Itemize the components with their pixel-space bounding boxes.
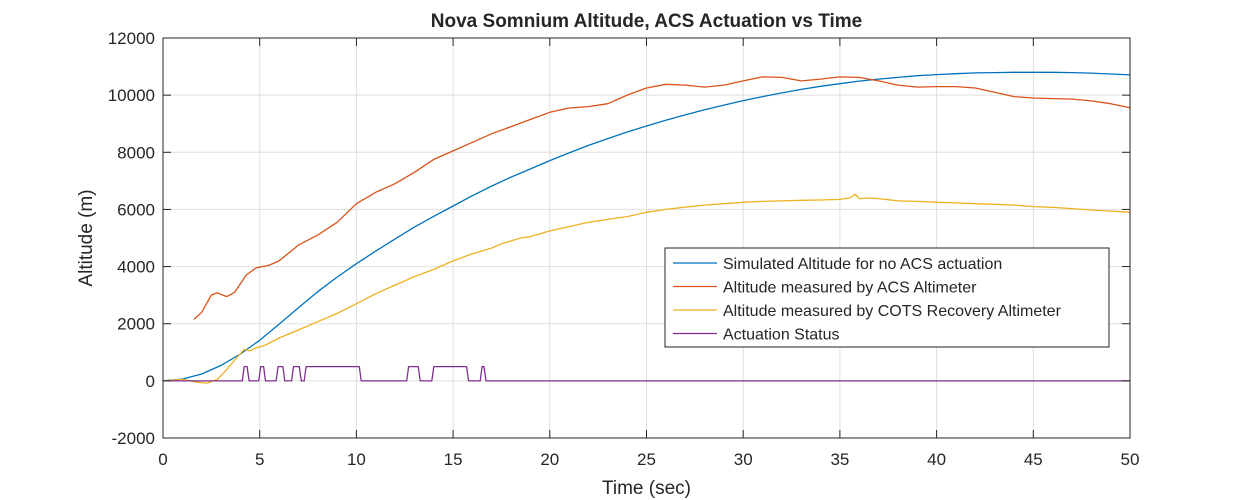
chart-title: Nova Somnium Altitude, ACS Actuation vs … (431, 11, 862, 32)
x-tick-label: 35 (830, 450, 849, 469)
legend-label: Altitude measured by ACS Altimeter (723, 280, 977, 297)
x-tick-label: 50 (1121, 450, 1140, 469)
series-lines (162, 71, 1131, 384)
legend: Simulated Altitude for no ACS actuation A… (664, 247, 1110, 348)
y-tick-label: 12000 (108, 29, 155, 48)
x-tick-label: 10 (347, 450, 366, 469)
y-tick-label: 6000 (117, 200, 155, 219)
x-tick-label: 25 (637, 450, 656, 469)
series-line-1 (162, 71, 1131, 382)
legend-box (664, 247, 1110, 348)
series-line-3 (162, 193, 1131, 384)
y-axis-title: Altitude (m) (76, 189, 97, 286)
series-line-2 (193, 76, 1131, 320)
x-tick-label: 0 (158, 450, 167, 469)
axis-ticks: 0 5 10 15 20 25 30 35 40 45 50-2000020004000600080… (108, 29, 1140, 469)
y-tick-label: 2000 (117, 315, 155, 334)
y-tick-label: 8000 (117, 143, 155, 162)
x-tick-label: 5 (255, 450, 264, 469)
series-line-4 (163, 365, 1130, 382)
y-tick-label: 10000 (108, 86, 155, 105)
x-tick-label: 30 (734, 450, 753, 469)
x-tick-label: 20 (540, 450, 559, 469)
legend-label: Actuation Status (723, 327, 840, 344)
legend-label: Altitude measured by COTS Recovery Altim… (723, 303, 1062, 320)
x-tick-label: 15 (444, 450, 463, 469)
x-axis-title: Time (sec) (602, 478, 691, 499)
y-tick-label: 0 (146, 372, 155, 391)
y-tick-label: 4000 (117, 258, 155, 277)
legend-label: Simulated Altitude for no ACS actuation (723, 256, 1002, 273)
y-tick-label: -2000 (112, 429, 155, 448)
x-tick-label: 45 (1024, 450, 1043, 469)
x-tick-label: 40 (927, 450, 946, 469)
